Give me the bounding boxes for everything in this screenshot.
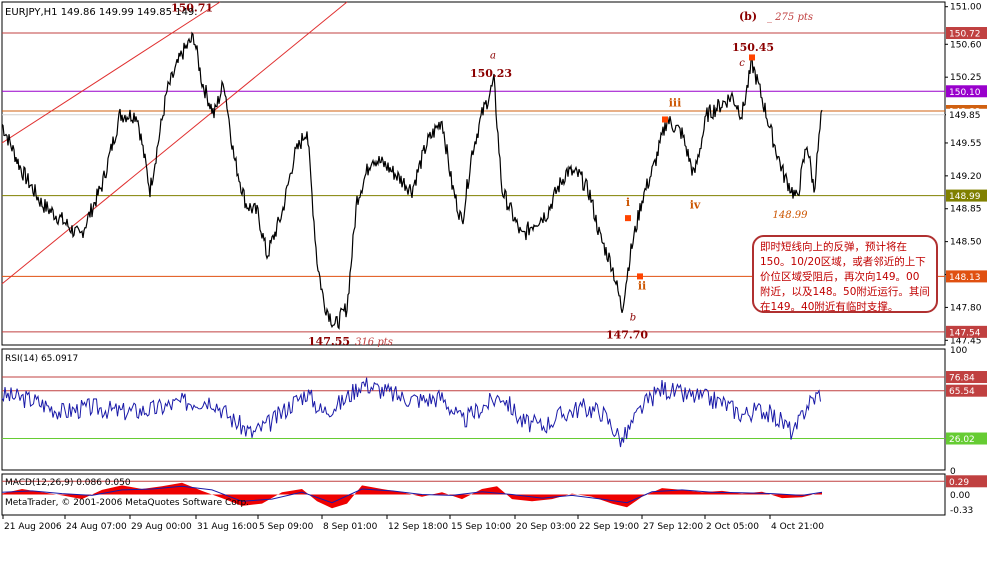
price-level-tag <box>946 85 987 98</box>
current-price-tag <box>946 108 987 120</box>
wave-label: c <box>739 58 745 69</box>
price-level-tag <box>946 189 987 202</box>
wave-label: iii <box>669 96 682 109</box>
macd-tick-label: 0.00 <box>950 491 970 501</box>
analysis-note: 即时短线向上的反弹，预计将在 150。10/20区域，或者邻近的上下 价位区域受… <box>752 235 938 313</box>
macd-tick-label: -0.33 <box>950 506 973 516</box>
channel-line <box>1 1 221 144</box>
x-tick-label: 2 Oct 05:00 <box>706 522 759 532</box>
wave-marker <box>637 273 643 280</box>
rsi-panel: 100 76.84 65.54 26.02 0 RSI(14) 65.0917 <box>1 346 987 477</box>
chart-title: EURJPY,H1 149.86 149.99 149.85 149. <box>5 7 197 18</box>
y-tick-label: 148.50 <box>950 238 982 248</box>
x-tick-label: 21 Aug 2006 <box>4 522 62 532</box>
macd-title: MACD(12,26,9) 0.086 0.050 <box>5 478 131 488</box>
main-price-panel: 151.00 150.60 150.25 149.85 149.55 149.20 148.… <box>1 1 987 365</box>
price-level-tag <box>946 270 987 283</box>
wave-marker <box>625 215 631 222</box>
price-level-tag-label: 148.13 <box>949 273 981 283</box>
wave-label: (b) <box>739 10 757 23</box>
macd-level-tag <box>946 475 987 488</box>
rsi-level-tag <box>946 371 987 384</box>
x-tick-label: 29 Aug 00:00 <box>131 522 192 532</box>
channel-line <box>1 1 348 285</box>
wave-label: 148.99 <box>773 210 809 221</box>
time-axis: 21 Aug 2006 24 Aug 07:00 29 Aug 00:00 31 Au… <box>2 515 824 532</box>
analysis-note-line: 价位区域受阻后，再次向149。00 <box>760 271 920 283</box>
wave-label: a <box>490 50 496 61</box>
analysis-note-line: 即时短线向上的反弹，预计将在 <box>760 241 907 253</box>
current-price-label: 149.85 <box>949 111 981 121</box>
y-tick-label: 149.20 <box>950 172 982 182</box>
x-tick-label: 12 Sep 18:00 <box>388 522 448 532</box>
price-level-tag-label: 150.72 <box>949 30 981 40</box>
analysis-note-line: 在149。40附近有临时支撑。 <box>760 301 899 313</box>
macd-tick-label: 0.29 <box>949 478 969 488</box>
x-tick-label: 8 Sep 01:00 <box>323 522 378 532</box>
y-tick-label: 149.55 <box>950 139 982 149</box>
wave-label: 150.71 <box>171 1 213 14</box>
wave-label: _ 275 pts <box>767 12 813 23</box>
rsi-tick-label: 76.84 <box>949 374 975 384</box>
wave-label: ii <box>638 280 646 293</box>
wave-label: 150.23 <box>470 67 512 80</box>
y-tick-label: 147.45 <box>950 336 982 346</box>
macd-signal-line <box>1 485 823 504</box>
y-tick-label: 148.85 <box>950 205 982 215</box>
wave-label: 147.55 <box>308 335 350 348</box>
rsi-panel-frame <box>1 348 946 471</box>
rsi-level-tag <box>946 432 987 445</box>
x-tick-label: 27 Sep 12:00 <box>643 522 703 532</box>
wave-label: b <box>630 313 636 324</box>
macd-histogram <box>2 482 822 509</box>
y-tick-label: 150.60 <box>950 40 982 50</box>
rsi-tick-label: 0 <box>950 467 956 477</box>
wave-label: 150.45 <box>732 41 774 54</box>
y-tick-label: 151.00 <box>950 3 982 13</box>
price-line <box>1 31 823 330</box>
y-tick-label: 147.80 <box>950 303 982 313</box>
x-tick-label: 22 Sep 19:00 <box>579 522 639 532</box>
rsi-tick-label: 65.54 <box>949 387 975 397</box>
wave-label: i <box>626 196 630 209</box>
rsi-tick-label: 100 <box>950 346 967 356</box>
macd-panel: 0.29 0.00 -0.33 MACD(12,26,9) 0.086 0.050 Me… <box>1 473 987 516</box>
x-tick-label: 24 Aug 07:00 <box>66 522 127 532</box>
x-tick-label: 5 Sep 09:00 <box>259 522 314 532</box>
x-tick-label: 31 Aug 16:00 <box>197 522 258 532</box>
x-tick-label: 4 Oct 21:00 <box>771 522 824 532</box>
price-level-tag-label: 150.10 <box>949 88 981 98</box>
rsi-title: RSI(14) 65.0917 <box>5 354 78 364</box>
analysis-note-line: 附近，以及148。50附近运行。其间 <box>760 286 930 298</box>
rsi-tick-label: 26.02 <box>949 435 975 445</box>
wave-label: 316 pts <box>355 337 393 348</box>
copyright-label: MetaTrader, © 2001-2006 MetaQuotes Softw… <box>5 498 249 508</box>
x-tick-label: 15 Sep 10:00 <box>451 522 511 532</box>
wave-label: iv <box>690 199 701 212</box>
y-tick-label: 150.25 <box>950 73 982 83</box>
price-level-tag-label: 148.99 <box>949 192 981 202</box>
x-tick-label: 20 Sep 03:00 <box>516 522 576 532</box>
wave-marker <box>662 116 668 123</box>
rsi-line <box>1 377 821 448</box>
price-level-tag <box>946 325 987 338</box>
rsi-level-tag <box>946 384 987 397</box>
wave-label: 147.70 <box>606 328 648 341</box>
wave-marker <box>749 54 755 61</box>
price-level-tag-label: 147.54 <box>949 328 981 338</box>
price-level-tag <box>946 27 987 40</box>
analysis-note-line: 150。10/20区域，或者邻近的上下 <box>760 256 926 268</box>
